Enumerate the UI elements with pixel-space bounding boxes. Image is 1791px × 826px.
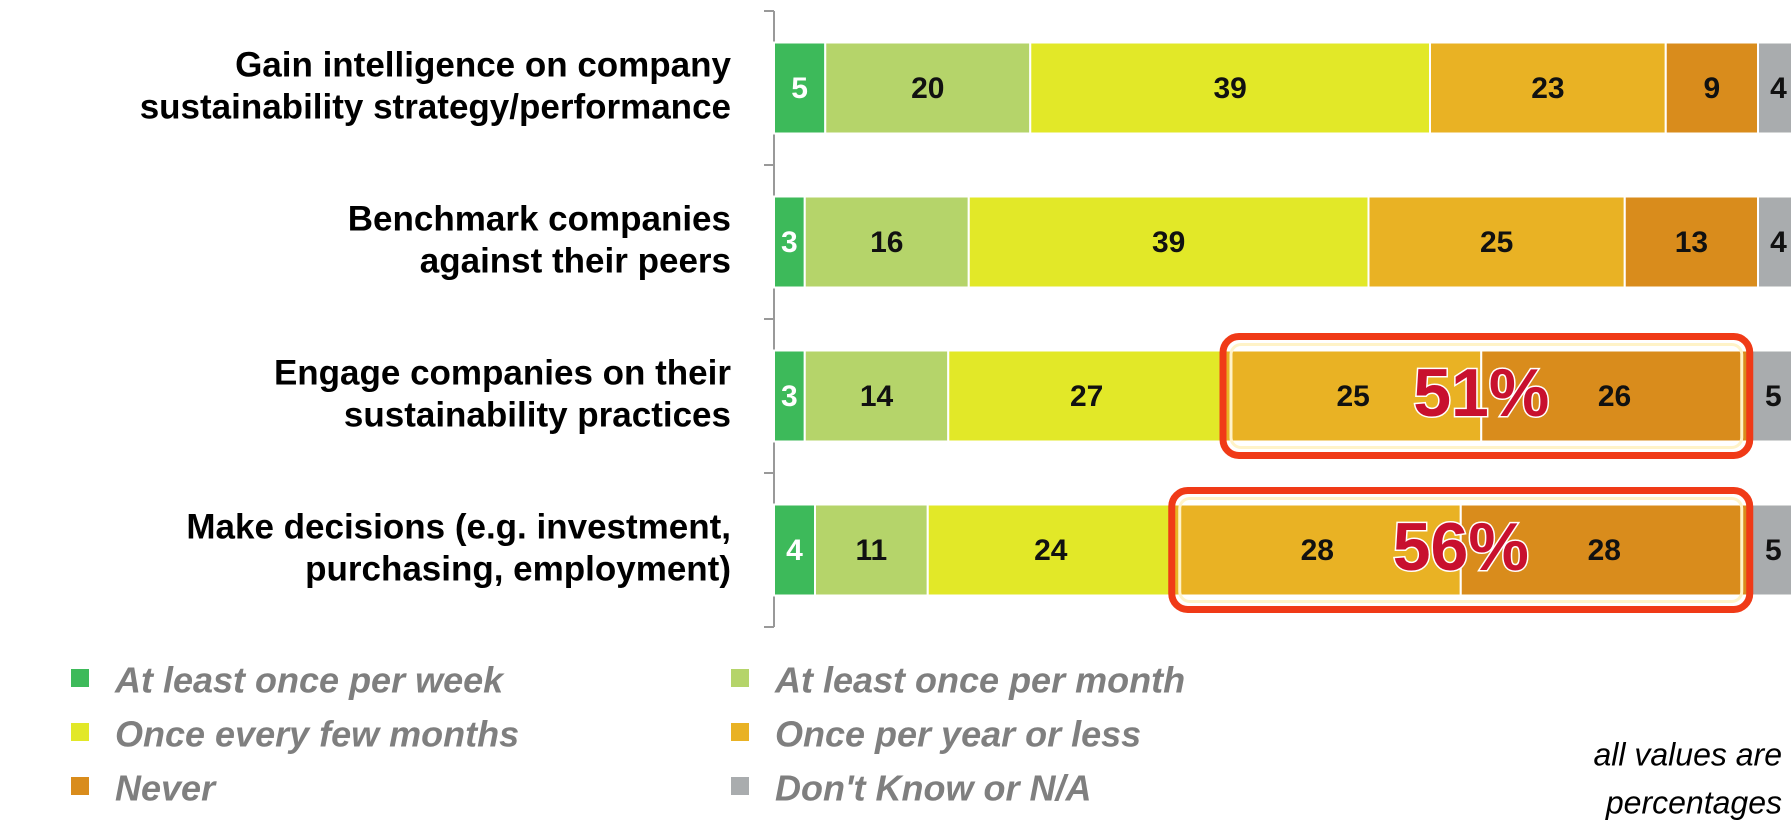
value-label: 20 [911, 72, 944, 105]
annotation: 51% [1413, 355, 1549, 431]
value-label: 13 [1675, 226, 1708, 259]
category-label: Benchmark companies [348, 199, 731, 238]
legend-swatch [71, 777, 89, 795]
bar-segment [773, 41, 827, 135]
bar-segment [1429, 41, 1667, 135]
bar-segment [1459, 503, 1749, 597]
category-label: against their peers [420, 241, 731, 280]
bar-segment [1664, 41, 1759, 135]
legend-label: At least once per month [774, 660, 1185, 701]
highlight-inner [1178, 497, 1744, 603]
value-label: 39 [1152, 226, 1185, 259]
bar-segment [773, 195, 806, 289]
value-label: 5 [791, 72, 808, 105]
legend-label: Once per year or less [775, 714, 1141, 755]
bar-segment [773, 349, 806, 443]
highlight-box [1168, 487, 1754, 613]
bar-segment [1172, 503, 1462, 597]
value-label: 14 [860, 380, 894, 413]
bar-segment [803, 349, 950, 443]
legend-swatch [71, 723, 89, 741]
legend-swatch [731, 777, 749, 795]
value-label: 24 [1034, 534, 1068, 567]
value-label: 9 [1704, 72, 1721, 105]
value-label: 5 [1765, 380, 1782, 413]
legend-swatch [71, 669, 89, 687]
category-label: Make decisions (e.g. investment, [186, 507, 731, 546]
highlight-box [1219, 333, 1754, 459]
value-label: 26 [1598, 380, 1631, 413]
annotation: 56% [1393, 509, 1529, 585]
bar-segment [773, 503, 816, 597]
bar-segment [1480, 349, 1749, 443]
value-label: 39 [1213, 72, 1246, 105]
value-label: 4 [786, 534, 803, 567]
value-label: 28 [1588, 534, 1621, 567]
value-label: 5 [1765, 534, 1782, 567]
highlight-inner [1229, 343, 1744, 449]
value-label: 16 [870, 226, 903, 259]
bar-segment [926, 503, 1175, 597]
bar-segment [803, 195, 970, 289]
bar-segment [1757, 195, 1791, 289]
bar-segment [947, 349, 1226, 443]
value-label: 4 [1770, 72, 1787, 105]
value-label: 23 [1531, 72, 1564, 105]
category-label: sustainability strategy/performance [140, 87, 731, 126]
category-label: Engage companies on their [274, 353, 731, 392]
category-label: purchasing, employment) [305, 549, 731, 588]
value-label: 27 [1070, 380, 1103, 413]
bar-segment [1367, 195, 1626, 289]
category-label: sustainability practices [344, 395, 731, 434]
value-label: 25 [1480, 226, 1513, 259]
bar-segment [1623, 195, 1759, 289]
footnote: all values are [1593, 736, 1782, 772]
category-label: Gain intelligence on company [235, 45, 731, 84]
legend-swatch [731, 669, 749, 687]
legend-swatch [731, 723, 749, 741]
legend-label: At least once per week [114, 660, 505, 701]
value-label: 11 [856, 534, 888, 567]
footnote: percentages [1605, 784, 1782, 820]
bar-segment [1224, 349, 1483, 443]
value-label: 4 [1770, 226, 1787, 259]
bar-segment [967, 195, 1370, 289]
legend-label: Don't Know or N/A [775, 768, 1092, 809]
bar-segment [1746, 503, 1791, 597]
legend-label: Once every few months [115, 714, 519, 755]
value-label: 3 [781, 226, 798, 259]
value-label: 28 [1301, 534, 1334, 567]
bar-segment [1757, 41, 1791, 135]
legend-label: Never [115, 768, 217, 809]
value-label: 25 [1336, 380, 1369, 413]
bar-segment [1746, 349, 1791, 443]
value-label: 3 [781, 380, 798, 413]
